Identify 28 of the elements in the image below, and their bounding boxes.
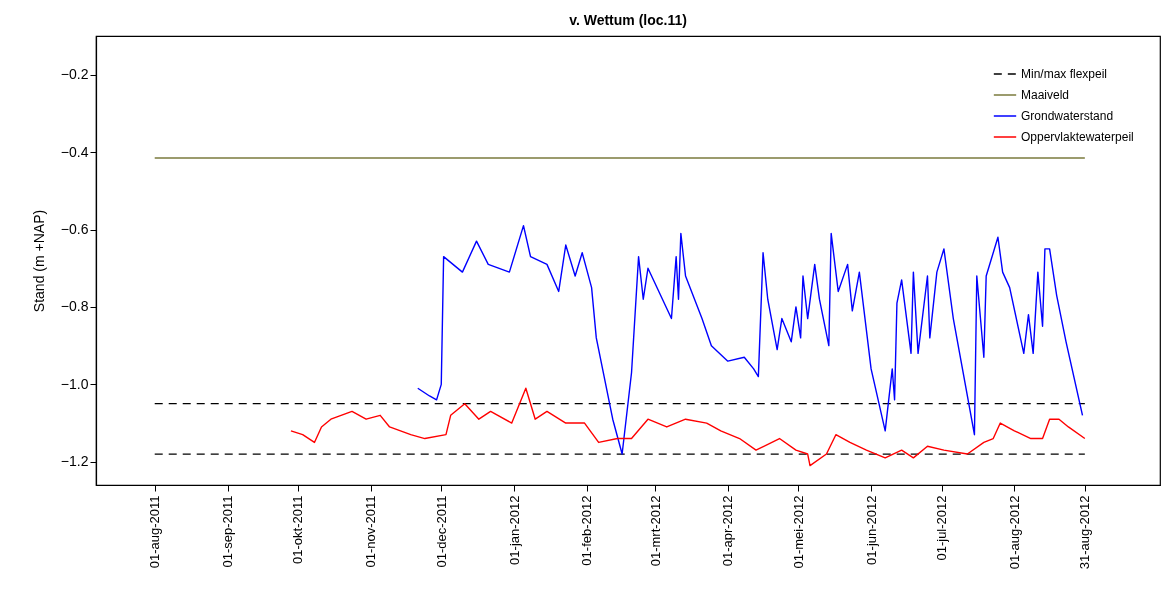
- y-tick-label: −1.2: [60, 453, 89, 470]
- line-series: [290, 387, 1086, 467]
- x-tick-label: 01-feb-2012: [579, 495, 595, 566]
- x-tick-label: 01-sep-2011: [220, 495, 236, 568]
- y-tick-label: −0.6: [60, 221, 89, 238]
- x-tick-label: 01-aug-2011: [147, 495, 163, 569]
- x-tick-label: 31-aug-2012: [1077, 495, 1093, 570]
- x-tick-label: 01-okt-2011: [290, 495, 306, 564]
- y-tick-label: −1.0: [60, 375, 89, 392]
- legend-label: Oppervlaktewaterpeil: [1021, 130, 1134, 144]
- y-tick-label: −0.4: [60, 143, 89, 160]
- legend-label: Min/max flexpeil: [1021, 67, 1108, 81]
- x-tick-label: 01-jun-2012: [863, 495, 879, 565]
- x-tick-label: 01-mrt-2012: [647, 495, 663, 567]
- line-series: [417, 224, 1084, 455]
- legend-label: Maaiveld: [1021, 88, 1070, 102]
- x-tick-label: 01-jul-2012: [934, 495, 950, 561]
- y-axis-title: Stand (m +NAP): [30, 209, 47, 313]
- x-tick-label: 01-aug-2012: [1006, 495, 1022, 570]
- x-tick-label: 01-jan-2012: [506, 495, 522, 565]
- x-tick-label: 01-apr-2012: [720, 495, 736, 567]
- chart-title: v. Wettum (loc.11): [569, 12, 687, 28]
- legend-label: Grondwaterstand: [1021, 109, 1114, 123]
- y-tick-label: −0.8: [60, 298, 89, 315]
- y-tick-label: −0.2: [60, 66, 89, 83]
- x-tick-label: 01-nov-2011: [363, 495, 379, 568]
- x-tick-label: 01-mei-2012: [790, 495, 806, 569]
- x-tick-label: 01-dec-2011: [433, 495, 449, 568]
